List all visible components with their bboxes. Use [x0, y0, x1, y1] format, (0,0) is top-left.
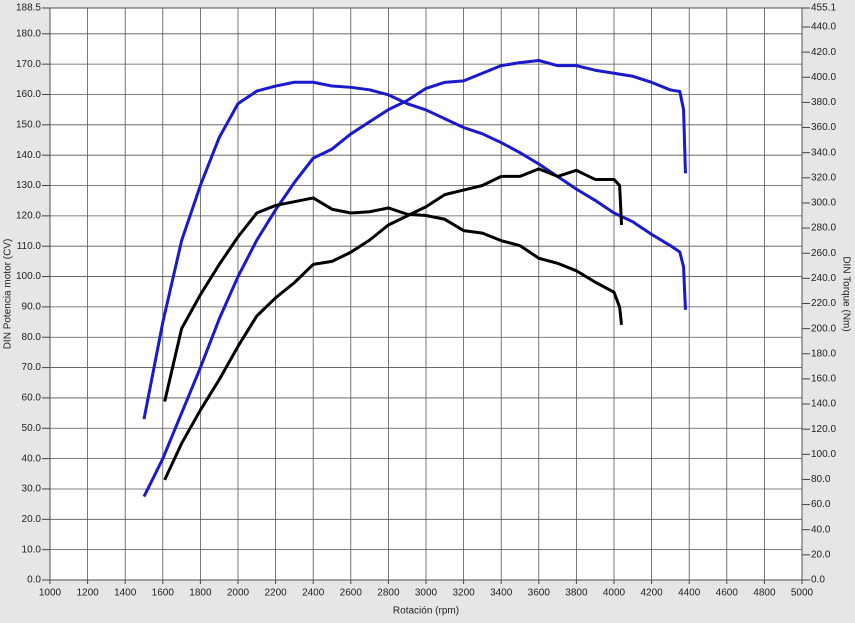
y2-tick-label: 200.0	[811, 323, 836, 334]
y2-tick-label: 220.0	[811, 298, 836, 309]
x-tick-label: 4800	[753, 588, 776, 599]
y2-tick-label: 20.0	[811, 550, 831, 561]
y-tick-label: 80.0	[22, 332, 42, 343]
line	[142, 59, 687, 498]
y2-tick-label: 440.0	[811, 22, 836, 33]
x-tick-label: 3000	[415, 588, 438, 599]
x-tick-label: 2200	[264, 588, 287, 599]
y2-tick-label: 300.0	[811, 198, 836, 209]
y-tick-label: 170.0	[16, 59, 41, 70]
y2-axis-label: DIN Torque (Nm)	[840, 256, 851, 331]
y2-tick-label: 240.0	[811, 273, 836, 284]
y-tick-label: 100.0	[16, 271, 41, 282]
y2-tick-label: 140.0	[811, 399, 836, 410]
y-tick-label: 140.0	[16, 150, 41, 161]
x-tick-label: 1000	[39, 588, 62, 599]
y-tick-label: 110.0	[17, 241, 42, 252]
x-tick-label: 5000	[791, 588, 814, 599]
y2-tick-label: 40.0	[811, 524, 831, 535]
y2-tick-label: 60.0	[811, 499, 831, 510]
x-tick-label: 3200	[452, 588, 475, 599]
y-tick-label: 60.0	[22, 393, 42, 404]
y2-tick-label: 180.0	[811, 348, 836, 359]
x-axis-label: Rotación (rpm)	[393, 606, 459, 617]
y2-tick-label: 380.0	[811, 97, 836, 108]
y-tick-label: 30.0	[22, 484, 42, 495]
y-tick-label: 90.0	[22, 302, 42, 313]
x-tick-label: 4600	[716, 588, 739, 599]
y-tick-label: 160.0	[16, 89, 41, 100]
line	[163, 196, 624, 402]
x-tick-label: 4000	[603, 588, 626, 599]
x-tick-label: 2600	[340, 588, 363, 599]
x-tick-label: 1200	[76, 588, 99, 599]
y2-tick-label: 100.0	[811, 449, 836, 460]
y2-tick-label: 160.0	[811, 374, 836, 385]
x-tick-label: 3400	[490, 588, 513, 599]
x-tick-label: 2400	[302, 588, 325, 599]
x-tick-label: 1400	[114, 588, 137, 599]
y2-tick-label: 320.0	[811, 172, 836, 183]
y-axis-label: DIN Potencia motor (CV)	[3, 239, 14, 350]
y-tick-label: 180.0	[16, 28, 41, 39]
x-tick-label: 2800	[377, 588, 400, 599]
y2-tick-label: 360.0	[811, 122, 836, 133]
y2-tick-label: 120.0	[811, 424, 836, 435]
y-tick-label: 130.0	[16, 180, 41, 191]
y2-tick-label: 400.0	[811, 72, 836, 83]
x-tick-label: 1800	[189, 588, 212, 599]
y-tick-label: 40.0	[22, 453, 42, 464]
y-tick-label: 150.0	[16, 119, 41, 130]
y2-tick-label: 80.0	[811, 474, 831, 485]
y2-tick-label: 280.0	[811, 223, 836, 234]
y-tick-label: 10.0	[22, 544, 42, 555]
y2-tick-label: 455.1	[811, 3, 836, 14]
y-tick-label: 188.5	[16, 3, 41, 14]
y2-tick-label: 340.0	[811, 147, 836, 158]
x-tick-label: 4200	[640, 588, 663, 599]
x-tick-label: 3600	[528, 588, 551, 599]
y2-tick-label: 420.0	[811, 47, 836, 58]
x-tick-label: 3800	[565, 588, 588, 599]
line	[163, 167, 624, 481]
y-tick-label: 70.0	[22, 362, 42, 373]
x-tick-label: 1600	[152, 588, 175, 599]
y-tick-label: 50.0	[22, 423, 42, 434]
y-tick-label: 0.0	[27, 575, 41, 586]
line	[142, 80, 687, 420]
y2-tick-label: 260.0	[811, 248, 836, 259]
x-tick-label: 2000	[227, 588, 250, 599]
y-tick-label: 20.0	[22, 514, 42, 525]
y2-tick-label: 0.0	[811, 575, 825, 586]
y-tick-label: 120.0	[16, 211, 41, 222]
x-tick-label: 4400	[678, 588, 701, 599]
